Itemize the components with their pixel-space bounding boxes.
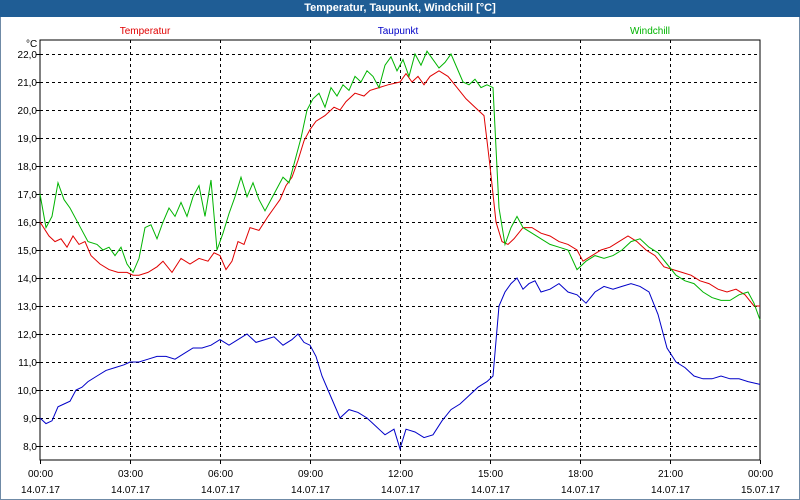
- y-tick-label: 13,0: [18, 302, 38, 313]
- x-tick-date-label: 15.07.17: [741, 485, 780, 496]
- x-tick-time-label: 06:00: [208, 469, 233, 480]
- y-tick-label: 10,0: [18, 386, 38, 397]
- x-tick-time-label: 15:00: [478, 469, 503, 480]
- x-tick-date-label: 14.07.17: [471, 485, 510, 496]
- x-tick-date-label: 14.07.17: [291, 485, 330, 496]
- y-tick-label: 17,0: [18, 190, 38, 201]
- y-tick-label: 15,0: [18, 246, 38, 257]
- series-line-taupunkt: [39, 277, 761, 451]
- x-tick-time-label: 21:00: [658, 469, 683, 480]
- legend-entry-windchill: Windchill: [630, 26, 670, 37]
- x-tick-date-label: 14.07.17: [381, 485, 420, 496]
- y-tick-label: 21,0: [18, 78, 38, 89]
- x-tick-date-label: 14.07.17: [561, 485, 600, 496]
- x-tick-date-label: 14.07.17: [651, 485, 690, 496]
- chart-title: Temperatur, Taupunkt, Windchill [°C]: [0, 0, 800, 17]
- x-tick-time-label: 03:00: [118, 469, 143, 480]
- x-tick-time-label: 12:00: [388, 469, 413, 480]
- legend-entry-taupunkt: Taupunkt: [378, 26, 419, 37]
- x-tick-time-label: 18:00: [568, 469, 593, 480]
- y-tick-label: 9,0: [23, 414, 37, 425]
- series-line-windchill: [39, 50, 761, 321]
- x-tick-time-label: 00:00: [748, 469, 773, 480]
- y-tick-label: 18,0: [18, 162, 38, 173]
- y-tick-label: 14,0: [18, 274, 38, 285]
- y-tick-label: 16,0: [18, 218, 38, 229]
- y-tick-label: 12,0: [18, 330, 38, 341]
- y-tick-label: 11,0: [18, 358, 37, 369]
- y-tick-label: 8,0: [23, 442, 37, 453]
- y-axis-label: °C: [26, 39, 37, 50]
- series-line-temperatur: [39, 70, 760, 307]
- x-tick-date-label: 14.07.17: [201, 485, 240, 496]
- legend-entry-temperatur: Temperatur: [120, 26, 171, 37]
- x-tick-time-label: 00:00: [28, 469, 53, 480]
- x-tick-time-label: 09:00: [298, 469, 323, 480]
- y-tick-label: 20,0: [18, 106, 38, 117]
- y-tick-label: 19,0: [18, 134, 38, 145]
- x-tick-date-label: 14.07.17: [111, 485, 150, 496]
- y-tick-label: 22,0: [18, 50, 38, 61]
- x-tick-date-label: 14.07.17: [21, 485, 60, 496]
